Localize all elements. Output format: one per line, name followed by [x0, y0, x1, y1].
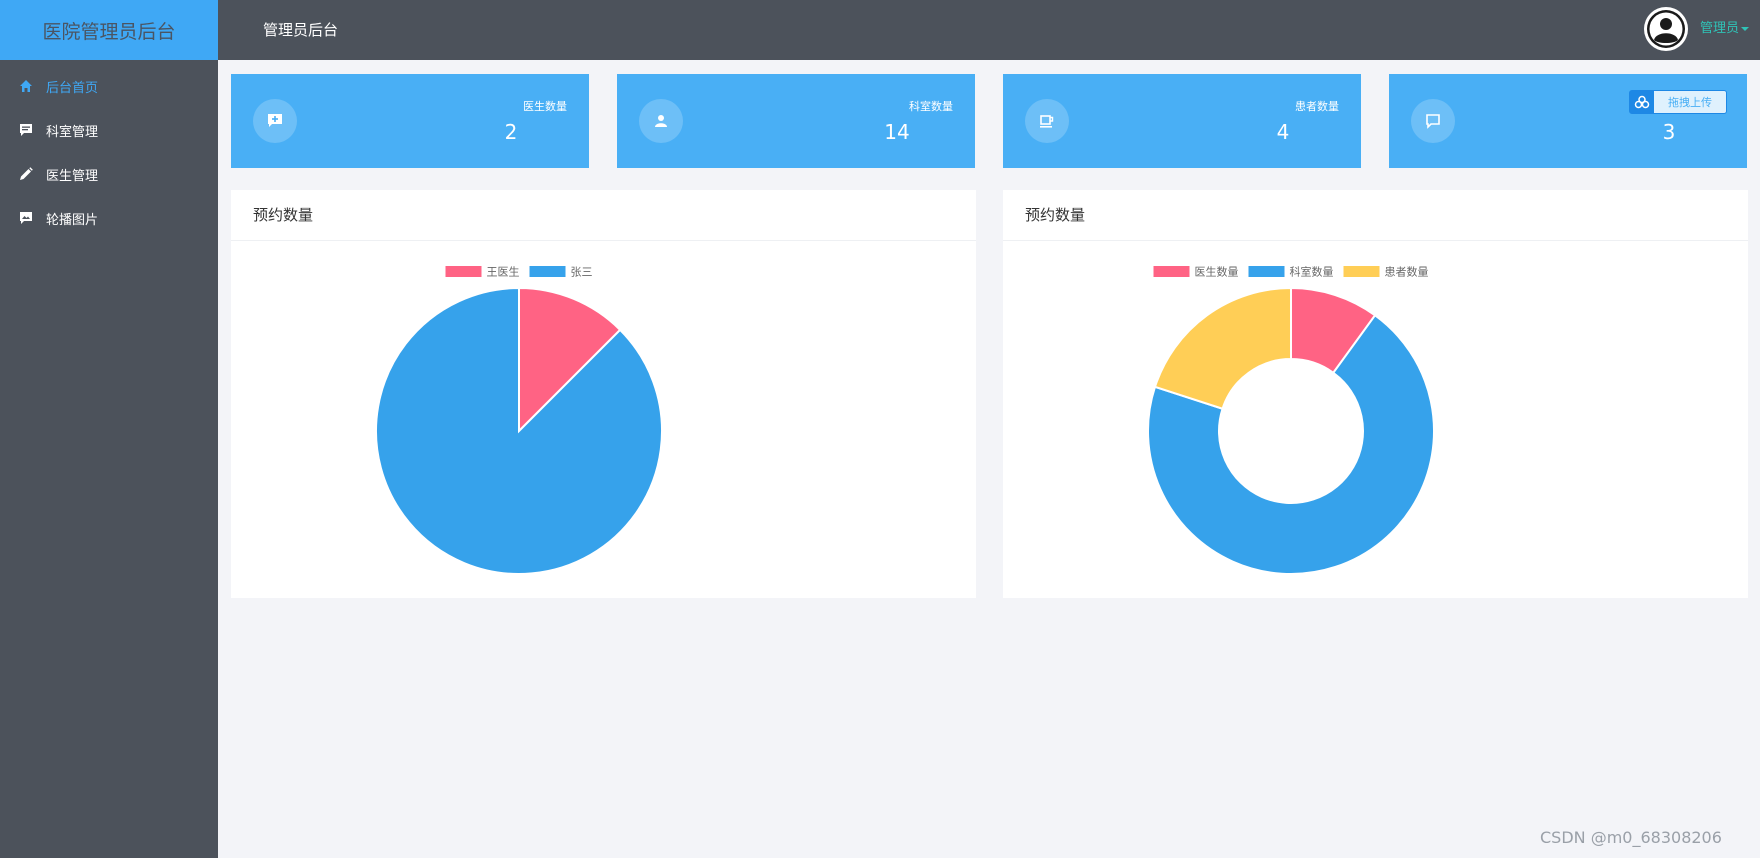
brand-title: 医院管理员后台: [0, 0, 218, 60]
page-title: 管理员后台: [263, 21, 339, 39]
panel-title: 预约数量: [231, 190, 976, 241]
image-icon: [18, 210, 34, 226]
user-menu[interactable]: 管理员: [1700, 0, 1750, 58]
message-icon: [1411, 99, 1455, 143]
top-bar: 管理员后台 管理员: [218, 0, 1760, 60]
stat-label: 科室数量: [909, 100, 953, 113]
sidebar-item-doctors[interactable]: 医生管理: [0, 152, 218, 196]
upload-button-label: 拖拽上传: [1668, 96, 1712, 109]
cup-icon: [1025, 99, 1069, 143]
pie-slice-3[interactable]: [1153, 286, 1292, 411]
sidebar-item-home[interactable]: 后台首页: [0, 64, 218, 108]
legend-swatch[interactable]: [1343, 266, 1380, 277]
stat-value: 2: [504, 120, 518, 144]
legend-swatch[interactable]: [1248, 266, 1285, 277]
chevron-down-icon: [1741, 26, 1750, 31]
pencil-icon: [18, 166, 34, 182]
watermark: CSDN @m0_68308206: [1540, 828, 1722, 847]
stat-card-doctors: 医生数量 2: [231, 74, 589, 168]
panel-title: 预约数量: [1003, 190, 1748, 241]
comment-icon: [18, 122, 34, 138]
sidebar-item-label: 后台首页: [46, 80, 99, 96]
sidebar-nav: 后台首页 科室管理 医生管理 轮播图片: [0, 60, 218, 240]
sidebar-item-carousel[interactable]: 轮播图片: [0, 196, 218, 240]
home-icon: [18, 78, 34, 94]
sidebar-item-label: 科室管理: [46, 124, 99, 140]
chart-panel-appointments-right: 预约数量 医生数量 科室数量 患者数量: [1003, 190, 1748, 598]
legend-label: 医生数量: [1195, 265, 1239, 279]
stat-card-departments: 科室数量 14: [617, 74, 975, 168]
legend-swatch[interactable]: [1153, 266, 1190, 277]
user-name: 管理员: [1700, 21, 1740, 36]
sidebar: 医院管理员后台 后台首页 科室管理 医生管理 轮播图片: [0, 0, 218, 858]
pie-chart: 王医生 张三: [375, 265, 663, 575]
chart-panel-appointments-left: 预约数量 王医生 张三: [231, 190, 976, 598]
sidebar-item-label: 医生管理: [46, 168, 99, 184]
sidebar-item-label: 轮播图片: [46, 212, 99, 228]
legend-label: 患者数量: [1385, 266, 1429, 279]
legend-label: 张三: [571, 266, 593, 279]
user-icon: [639, 99, 683, 143]
stat-card-patients: 患者数量 4: [1003, 74, 1361, 168]
pie-slice-2[interactable]: [1147, 313, 1435, 575]
sidebar-item-departments[interactable]: 科室管理: [0, 108, 218, 152]
user-avatar-icon: [1647, 10, 1685, 48]
stat-value: 14: [884, 120, 910, 144]
legend-label: 王医生: [487, 265, 520, 279]
stat-label: 患者数量: [1295, 100, 1339, 113]
stat-value: 4: [1276, 120, 1290, 144]
chat-plus-icon: [253, 99, 297, 143]
upload-icon: [1630, 91, 1654, 113]
upload-button[interactable]: 拖拽上传: [1629, 90, 1727, 114]
pie-slice-2[interactable]: [375, 286, 663, 575]
stat-label: 医生数量: [523, 100, 567, 113]
legend-swatch[interactable]: [445, 266, 482, 277]
stat-card-messages: 拖拽上传 3: [1389, 74, 1747, 168]
stat-value: 3: [1662, 120, 1676, 144]
legend-swatch[interactable]: [529, 266, 566, 277]
donut-chart: 医生数量 科室数量 患者数量: [1147, 265, 1435, 575]
legend-label: 科室数量: [1290, 265, 1334, 279]
pie-slice-1[interactable]: [518, 286, 622, 434]
avatar[interactable]: [1644, 7, 1688, 51]
